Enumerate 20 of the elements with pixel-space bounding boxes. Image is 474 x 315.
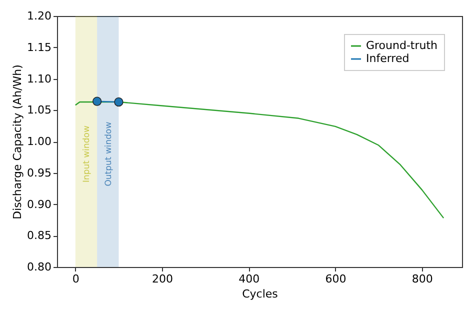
y-tick-label: 1.15 (27, 40, 52, 54)
band-label: Input window (82, 126, 92, 183)
y-axis-title: Discharge Capacity (Ah/Wh) (11, 64, 24, 220)
x-tick-label: 200 (152, 272, 174, 286)
band-label: Output window (104, 122, 114, 186)
y-tick-label: 0.80 (27, 260, 52, 274)
y-tick-label: 1.00 (27, 135, 52, 148)
x-tick-label: 800 (412, 272, 433, 286)
y-tick-label: 0.90 (27, 198, 52, 211)
x-tick-label: 600 (325, 272, 346, 286)
x-tick-label: 0 (72, 272, 80, 286)
y-tick-label: 1.05 (27, 104, 52, 117)
legend-label: Ground-truth (366, 39, 438, 52)
y-tick-label: 0.95 (27, 166, 52, 180)
y-tick-label: 0.85 (27, 229, 52, 242)
y-tick-label: 1.10 (27, 72, 52, 86)
legend-label: Inferred (366, 52, 410, 65)
y-tick-label: 1.20 (27, 10, 52, 22)
x-axis-title: Cycles (242, 288, 278, 300)
x-tick-label: 400 (238, 272, 260, 286)
